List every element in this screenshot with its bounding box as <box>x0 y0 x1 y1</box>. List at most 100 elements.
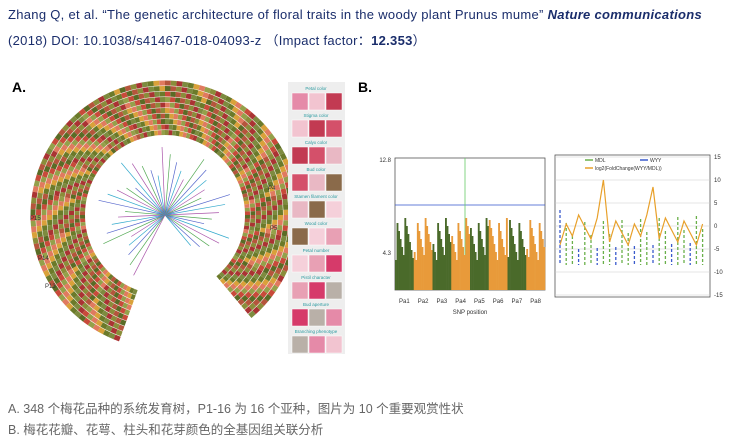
citation-line-2: (2018) DOI: 10.1038/s41467-018-04093-z （… <box>8 30 426 49</box>
panel-label: B. <box>358 79 372 95</box>
ring-cell <box>201 139 208 146</box>
ring-cell <box>255 154 263 162</box>
ring-cell <box>179 98 186 104</box>
ring-cell <box>187 110 193 117</box>
ring-cell <box>81 228 87 234</box>
ring-cell <box>74 287 82 295</box>
snp-band <box>537 260 540 290</box>
ring-cell <box>109 289 117 296</box>
chrom-label: Pa1 <box>399 299 410 305</box>
ring-cell <box>67 268 75 276</box>
ring-cell <box>269 253 276 261</box>
ring-cell <box>250 207 256 212</box>
ring-cell <box>86 313 94 321</box>
ring-cell <box>77 170 85 177</box>
ring-cell <box>248 164 256 171</box>
ring-cell <box>103 278 111 285</box>
ring-cell <box>75 199 81 204</box>
tree-branch <box>157 175 166 216</box>
ring-cell <box>244 306 253 314</box>
trait-label: Petal color <box>305 86 327 91</box>
ring-cell <box>32 237 39 245</box>
legend-label: log2(FoldChange(WYY/MDL)) <box>595 166 662 172</box>
ring-cell <box>175 86 182 93</box>
ring-cell <box>220 131 227 139</box>
ring-cell <box>58 201 64 207</box>
ring-cell <box>280 235 287 242</box>
ring-cell <box>235 260 242 267</box>
tree-branch <box>164 170 182 216</box>
ring-cell <box>210 131 217 139</box>
ring-cell <box>228 260 235 267</box>
ring-cell <box>259 139 267 148</box>
ring-cell <box>86 166 93 173</box>
ring-cell <box>83 185 90 191</box>
ring-cell <box>53 229 60 235</box>
ring-cell <box>209 124 216 132</box>
ring-cell <box>132 135 138 142</box>
tree-branch <box>164 194 230 216</box>
ring-cell <box>108 90 116 98</box>
snp-band <box>441 247 444 290</box>
ring-cell <box>101 275 108 282</box>
ring-cell <box>257 147 265 155</box>
ring-cell <box>214 90 222 98</box>
ring-cell <box>110 327 118 335</box>
ring-cell <box>222 120 230 127</box>
ring-cell <box>226 160 233 167</box>
trait-photo <box>291 254 309 273</box>
tree-branch <box>98 199 166 216</box>
ring-cell <box>244 215 250 219</box>
snp-band <box>452 244 455 290</box>
ring-cell <box>190 128 196 135</box>
ring-cell <box>89 172 96 179</box>
snp-band <box>470 228 472 290</box>
trait-photo <box>325 200 343 219</box>
ring-cell <box>99 266 107 273</box>
tree-branch <box>164 197 202 216</box>
ring-cell <box>48 194 54 201</box>
ring-cell <box>74 203 81 208</box>
snp-band <box>421 247 424 290</box>
ring-cell <box>100 303 108 310</box>
ring-cell <box>260 298 269 306</box>
ring-cell <box>241 120 249 128</box>
ring-cell <box>195 112 202 120</box>
ring-cell <box>59 191 66 198</box>
ring-cell <box>260 201 267 207</box>
ring-cell <box>30 215 36 221</box>
ring-cell <box>225 272 232 279</box>
ring-cell <box>90 280 97 287</box>
ring-cell <box>242 176 249 183</box>
snp-band <box>398 231 400 290</box>
ring-cell <box>95 260 102 267</box>
ring-cell <box>160 119 165 125</box>
ring-cell <box>241 287 248 295</box>
ring-cell <box>281 230 288 237</box>
ring-cell <box>55 238 62 245</box>
snp-band <box>473 244 475 290</box>
ring-cell <box>70 161 77 168</box>
ring-cell <box>89 121 97 129</box>
ring-cell <box>241 163 249 170</box>
ring-cell <box>137 87 144 94</box>
y-tick-label: 5 <box>714 201 718 207</box>
ring-cell <box>48 279 56 288</box>
ring-cell <box>269 233 276 240</box>
ring-cell <box>267 242 274 249</box>
ring-cell <box>47 199 53 206</box>
ring-cell <box>115 317 122 325</box>
ring-cell <box>91 150 98 157</box>
ring-cell <box>155 108 161 114</box>
y-tick-label: 15 <box>714 155 721 161</box>
ring-cell <box>41 209 47 215</box>
snp-band <box>532 236 535 290</box>
subpop-label: P5 <box>270 226 278 232</box>
ring-cell <box>168 119 174 125</box>
ring-cell <box>241 153 249 160</box>
subpop-label: P13 <box>45 284 56 290</box>
tree-branch <box>164 214 212 220</box>
ring-cell <box>109 140 116 148</box>
ring-cell <box>175 91 182 98</box>
snp-band <box>395 260 397 290</box>
